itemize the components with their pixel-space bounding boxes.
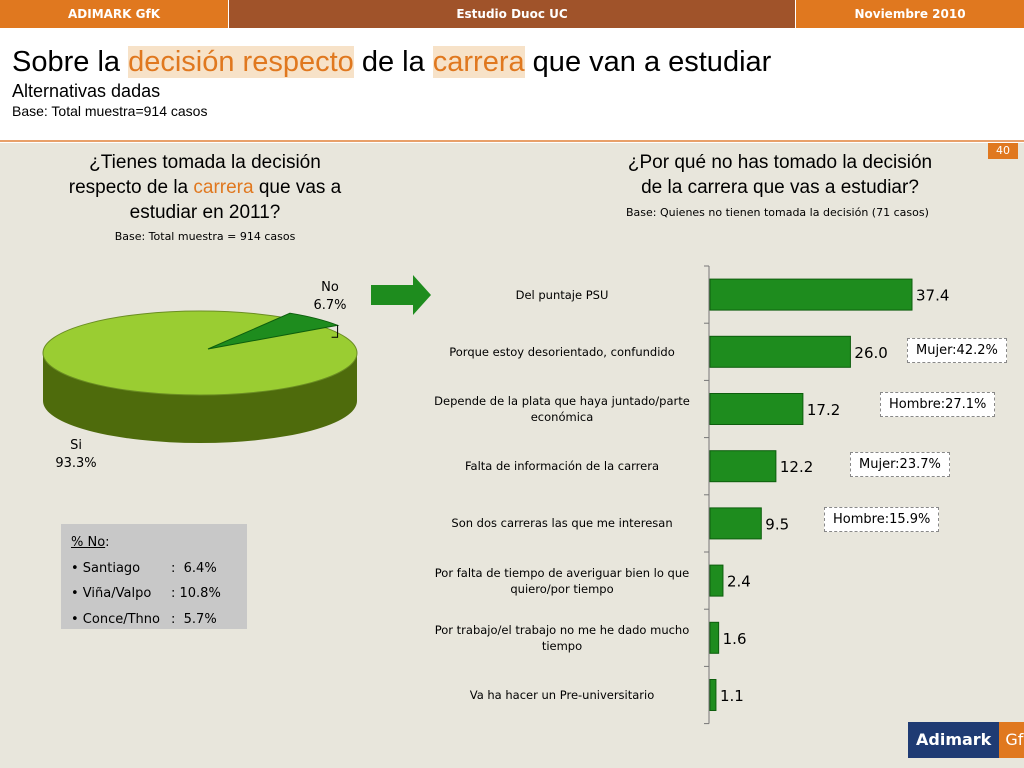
gender-note: Mujer:42.2% bbox=[907, 338, 1007, 363]
top-bar: ADIMARK GfK Estudio Duoc UC Noviembre 20… bbox=[0, 0, 1024, 28]
bar bbox=[709, 450, 777, 483]
left-question-base: Base: Total muestra = 914 casos bbox=[114, 230, 296, 243]
right-question-base: Base: Quienes no tienen tomada la decisi… bbox=[626, 206, 929, 219]
arrow-right-icon bbox=[371, 275, 431, 315]
bar-category-label: Del puntaje PSU bbox=[515, 287, 609, 302]
brand-label: ADIMARK GfK bbox=[0, 0, 229, 28]
bar bbox=[709, 278, 913, 311]
header: Sobre la decisión respecto de la carrera… bbox=[0, 28, 1024, 142]
bar-value-label: 37.4 bbox=[916, 287, 949, 305]
bar bbox=[709, 621, 720, 654]
region-row: • Santiago: 6.4% bbox=[71, 560, 217, 576]
bar-category-label: Son dos carreras las que me interesan bbox=[451, 516, 673, 531]
pie-label-no: No 6.7% bbox=[313, 280, 347, 313]
bar-value-label: 17.2 bbox=[807, 401, 840, 419]
page-number: 40 bbox=[988, 143, 1018, 159]
date-label: Noviembre 2010 bbox=[795, 0, 1024, 28]
left-question: ¿Tienes tomada la decisión respecto de l… bbox=[68, 152, 342, 223]
bar-category-label: Porque estoy desorientado, confundido bbox=[449, 344, 675, 359]
pie-leader-line bbox=[331, 325, 339, 338]
bar bbox=[709, 564, 724, 597]
study-label: Estudio Duoc UC bbox=[229, 0, 795, 28]
bar-category-label: Por trabajo/el trabajo no me he dado muc… bbox=[434, 622, 690, 653]
bar-category-label: Por falta de tiempo de averiguar bien lo… bbox=[434, 565, 690, 596]
region-row: • Conce/Thno: 5.7% bbox=[71, 611, 217, 627]
gender-note: Mujer:23.7% bbox=[850, 452, 950, 477]
bar-value-label: 2.4 bbox=[727, 573, 751, 591]
gender-note: Hombre:27.1% bbox=[880, 392, 996, 417]
page-subtitle: Alternativas dadas bbox=[12, 81, 161, 101]
gender-note: Hombre:15.9% bbox=[824, 507, 940, 532]
pie-slice-no bbox=[207, 312, 340, 350]
bar-value-label: 1.1 bbox=[720, 687, 744, 705]
pie-label-si: Si 93.3% bbox=[55, 438, 97, 471]
bar bbox=[709, 393, 804, 425]
bar-value-label: 26.0 bbox=[854, 344, 887, 362]
region-row: • Viña/Valpo: 10.8% bbox=[71, 586, 221, 602]
bar bbox=[709, 507, 762, 540]
bar-value-label: 12.2 bbox=[780, 458, 813, 476]
page-title: Sobre la decisión respecto de la carrera… bbox=[12, 46, 772, 78]
bar-category-label: Depende de la plata que haya juntado/par… bbox=[434, 394, 690, 424]
pie-side bbox=[43, 353, 357, 443]
bar-category-label: Va ha hacer un Pre-universitario bbox=[469, 688, 655, 702]
bar bbox=[709, 679, 717, 711]
region-box: % No: • Santiago: 6.4% • Viña/Valpo: 10.… bbox=[61, 524, 247, 629]
bar-value-label: 9.5 bbox=[765, 515, 789, 533]
region-box-title: % No: bbox=[71, 535, 110, 551]
adimark-logo: AdimarkGfK bbox=[908, 722, 1024, 758]
bar-category-label: Falta de información de la carrera bbox=[464, 459, 660, 474]
bar-value-label: 1.6 bbox=[723, 630, 747, 648]
right-question: ¿Por qué no has tomado la decisión de la… bbox=[627, 152, 933, 198]
page-base: Base: Total muestra=914 casos bbox=[12, 103, 208, 119]
bar bbox=[709, 335, 851, 368]
